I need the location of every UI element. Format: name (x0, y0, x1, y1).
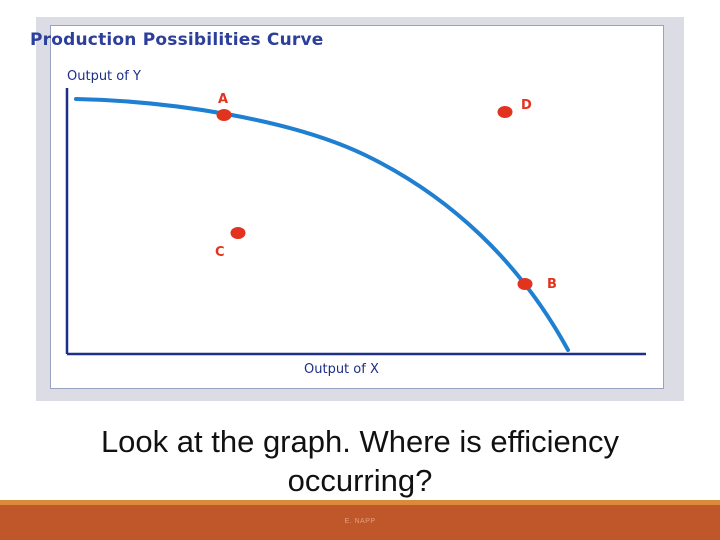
figure-panel (50, 25, 664, 389)
footer-bar (0, 505, 720, 540)
point-c-label: C (215, 245, 225, 260)
x-axis-label: Output of X (304, 362, 379, 377)
question-line-1: Look at the graph. Where is efficiency (100, 424, 620, 459)
y-axis-label: Output of Y (67, 69, 141, 84)
point-b-marker (517, 278, 533, 290)
question-line-2: occurring? (287, 463, 433, 498)
point-a-label: A (218, 92, 228, 107)
point-b-label: B (547, 277, 557, 292)
point-d-label: D (521, 98, 532, 113)
point-c-marker (230, 227, 246, 239)
production-possibilities-curve (74, 97, 570, 352)
footer-credit: E. NAPP (344, 518, 376, 525)
figure-title: Production Possibilities Curve (30, 30, 324, 50)
footer-accent-line (0, 500, 720, 505)
question-text: Look at the graph. Where is efficiency o… (0, 422, 720, 500)
point-d-marker (497, 106, 513, 118)
figure-frame (36, 17, 684, 401)
point-a-marker (216, 109, 232, 121)
